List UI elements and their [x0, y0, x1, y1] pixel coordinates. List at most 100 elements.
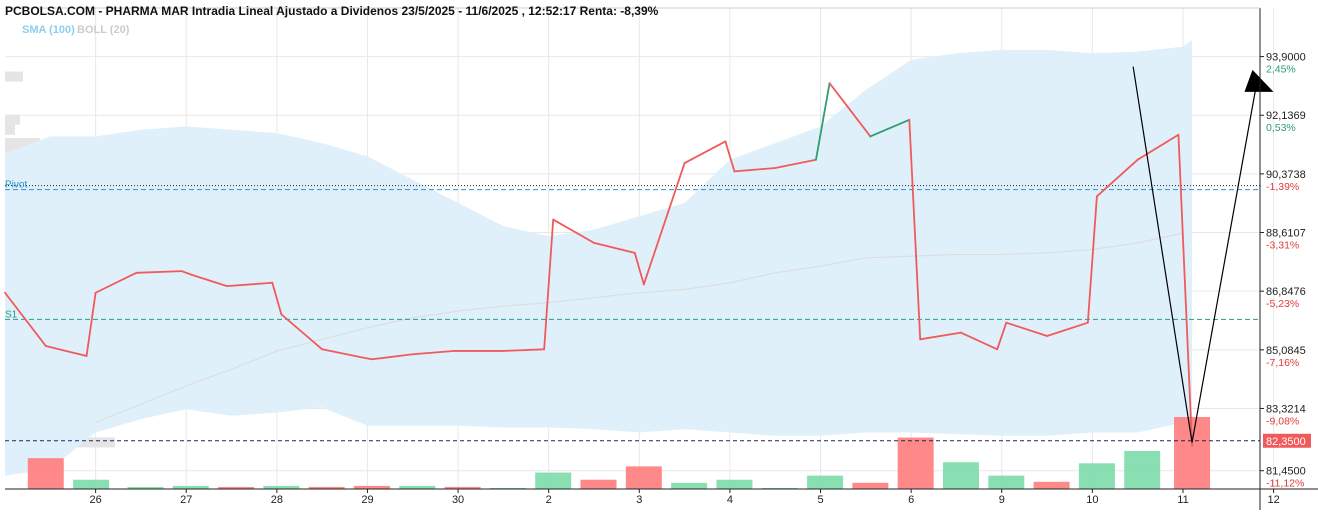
y-tick-price: 93,9000 [1266, 52, 1306, 64]
sma-line-path [95, 232, 1184, 424]
volume-bar [535, 472, 572, 489]
pivot-label: Pivot [5, 180, 27, 191]
volume-profile-bar [5, 114, 20, 125]
x-tick-label: 30 [452, 494, 464, 506]
price-segment [502, 348, 546, 352]
volume-bar [353, 485, 390, 489]
x-tick-label: 3 [636, 494, 642, 506]
volume-bar [807, 475, 844, 489]
s1-label: S1 [5, 309, 18, 320]
x-tick-label: 10 [1086, 494, 1098, 506]
y-tick-pct: -5,23% [1266, 298, 1299, 310]
price-segment [1177, 133, 1193, 447]
price-segment [733, 167, 777, 173]
x-tick-label: 27 [180, 494, 192, 506]
x-tick-label: 4 [727, 494, 733, 506]
price-segment [815, 82, 831, 161]
volume-bar [127, 486, 164, 489]
price-segment [271, 281, 283, 316]
price-segment [593, 241, 636, 254]
x-tick-label: 2 [546, 494, 552, 506]
volume-bar [942, 462, 979, 489]
volume-bar [580, 479, 617, 489]
volume-bar [73, 479, 110, 489]
price-segment [774, 158, 817, 169]
y-tick-pct: 2,45% [1266, 64, 1296, 76]
y-tick-price: 86,8476 [1266, 286, 1306, 298]
volume-bar [172, 485, 209, 489]
x-tick-label: 12 [1267, 494, 1279, 506]
price-segment [1136, 133, 1180, 161]
price-segment [642, 162, 686, 286]
volume-bar [263, 485, 300, 489]
volume-bar [761, 487, 798, 489]
price-segment [1095, 158, 1139, 198]
sma-line [95, 232, 1184, 424]
support-levels: Pivot S1 [5, 180, 1260, 442]
price-segment [180, 270, 192, 276]
price-segment [85, 291, 97, 357]
volume-bars [27, 417, 1211, 489]
volume-profile-bar [5, 124, 15, 135]
x-tick-label: 26 [89, 494, 101, 506]
price-segment [411, 350, 455, 356]
x-tick-label: 11 [1177, 494, 1188, 506]
price-line [4, 82, 1193, 447]
price-segment [226, 281, 274, 287]
price-segment [1086, 195, 1098, 324]
volume-bar [444, 486, 481, 489]
price-segment [828, 82, 872, 138]
x-tick-label: 6 [908, 494, 914, 506]
projection-arrow-down [1132, 66, 1193, 443]
price-segment [280, 313, 324, 351]
y-tick-price: 90,3738 [1266, 169, 1306, 181]
x-tick-label: 28 [271, 494, 283, 506]
price-segment [189, 273, 228, 287]
y-tick-pct: -3,31% [1266, 240, 1299, 252]
price-segment [919, 331, 962, 341]
price-segment [362, 356, 373, 361]
y-tick-price: 88,6107 [1266, 228, 1306, 240]
price-segment [321, 348, 364, 359]
price-segment [1046, 321, 1089, 337]
price-segment [908, 118, 922, 341]
legend-sma: SMA (100) [22, 24, 75, 36]
price-segment [683, 140, 727, 164]
volume-bar [308, 486, 345, 489]
price-segment [724, 140, 736, 173]
y-tick-pct: -1,39% [1266, 181, 1299, 193]
volume-bar [218, 486, 255, 489]
y-tick-pct: -9,08% [1266, 415, 1299, 427]
volume-bar [897, 437, 934, 489]
y-tick-pct: 0,53% [1266, 122, 1296, 134]
price-segment [552, 218, 595, 244]
volume-bar [988, 475, 1025, 489]
volume-bar [671, 482, 708, 489]
projection-arrow-up [1191, 89, 1257, 443]
price-segment [996, 321, 1008, 351]
y-tick-price: 92,1369 [1266, 110, 1306, 122]
volume-profile-bar [5, 71, 23, 82]
y-tick-price: 85,0845 [1266, 345, 1306, 357]
price-segment [869, 118, 911, 138]
price-segment [44, 345, 88, 357]
last-price-label: 82,3500 [1266, 436, 1306, 448]
x-tick-label: 29 [361, 494, 373, 506]
y-tick-pct: -11,12% [1266, 478, 1304, 490]
price-segment [94, 271, 138, 294]
chart-title: PCBOLSA.COM - PHARMA MAR Intradia Lineal… [5, 4, 659, 18]
volume-bar [489, 487, 526, 489]
price-segment [543, 218, 555, 351]
volume-bar [1078, 463, 1115, 489]
volume-profile-bar [5, 138, 40, 149]
projection-arrowhead [1244, 69, 1274, 92]
volume-bar [1124, 450, 1161, 489]
bollinger-band-fill [5, 40, 1192, 476]
volume-bar [716, 479, 753, 489]
volume-bar [27, 458, 64, 489]
x-tick-label: 9 [999, 494, 1005, 506]
price-segment [371, 353, 414, 361]
